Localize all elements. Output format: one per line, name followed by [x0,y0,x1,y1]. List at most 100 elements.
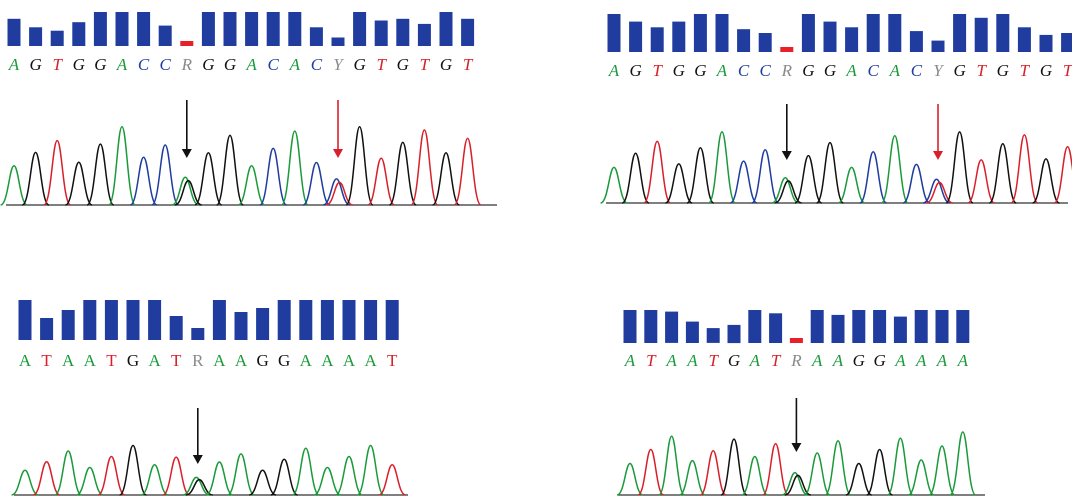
quality-bar [40,318,54,340]
base-call-letter: A [321,351,334,370]
trace-peak [171,176,200,206]
black-arrow-icon [791,398,802,452]
base-call-letter: A [889,61,901,80]
base-call-letter: G [127,351,139,370]
trace-peak [378,464,406,496]
trace-peak [410,129,439,206]
trace-peak [185,478,213,496]
trace-peak [928,445,956,496]
trace-peak [129,156,158,206]
trace-peak [174,179,202,206]
base-call-letter: A [686,351,698,370]
trace-peak [784,474,812,496]
base-call-letter: R [181,55,193,74]
quality-bar [956,310,970,343]
quality-bar [83,300,97,340]
base-call-letter: G [73,55,85,74]
base-call-letter: A [300,351,313,370]
quality-bar [299,300,313,340]
base-call-letter: A [665,351,677,370]
red-arrow-icon [333,100,343,158]
quality-bar [873,310,887,343]
trace-peak [815,141,845,204]
trace-peak [227,453,255,496]
quality-bar [914,310,928,343]
trace-peak [259,147,288,206]
trace-peak [270,458,298,496]
quality-bar [1039,34,1053,52]
base-call-letter: R [192,351,204,370]
base-call-letter: A [19,351,32,370]
quality-bar [727,324,741,344]
trace-peak [54,450,83,496]
black-arrow-icon [181,100,192,158]
trace-peak [302,161,331,206]
trace-peak [729,160,758,204]
base-call-letter: R [790,351,802,370]
trace-peak [182,476,210,496]
trace-peak [215,134,245,206]
base-call-letter: T [1020,61,1031,80]
trace-peak [43,139,72,206]
trace-peak [781,471,809,496]
quality-bar [277,300,291,340]
trace-peak [367,157,396,206]
base-call-letter: T [52,55,63,74]
trace-peak [86,143,115,206]
trace-peak [118,444,148,496]
trace-peak [824,440,852,496]
quality-bar [309,27,323,46]
quality-bar [342,300,356,340]
trace-peak [902,163,931,204]
quality-bar [126,300,140,340]
trace-peak [845,462,873,496]
trace-peak [967,159,996,204]
base-call-letter: G [29,55,41,74]
quality-bar [888,14,902,52]
trace-peak [388,141,417,206]
quality-bar [629,21,643,52]
quality-bar [623,310,637,343]
quality-bar [320,300,334,340]
quality-bar [180,41,194,46]
trace-peak [751,148,780,204]
trace-peak [699,450,727,496]
base-call-letter: C [868,61,880,80]
base-call-letter: T [106,351,117,370]
quality-bar [758,33,772,52]
base-call-letter: A [915,351,927,370]
quality-bar [715,14,729,52]
quality-bar [137,12,151,46]
quality-bar [644,310,658,343]
trace-peak [880,135,909,204]
quality-bar [909,31,923,52]
quality-bar [331,37,345,46]
trace-peak [194,152,223,206]
quality-bar [461,18,475,46]
trace-peak [794,154,823,204]
base-call-letter: G [953,61,965,80]
trace-peak [1053,145,1072,204]
red-arrow-icon [933,104,943,160]
trace-peak [679,459,706,496]
base-call-letter: A [289,55,301,74]
base-call-letter: A [213,351,226,370]
base-call-letter: A [624,351,636,370]
quality-bar [288,12,302,46]
trace-peak [600,166,628,204]
quality-bar [72,22,86,46]
base-call-letter: G [353,55,365,74]
base-call-letter: A [245,55,257,74]
base-call-letter: C [138,55,150,74]
quality-bar [650,27,664,52]
trace-peak [0,165,28,206]
quality-bar [169,316,183,340]
trace-peak [32,460,61,496]
trace-peak [11,469,39,496]
quality-bar [893,316,907,343]
trace-peak [637,448,665,496]
trace-peak [657,435,686,496]
